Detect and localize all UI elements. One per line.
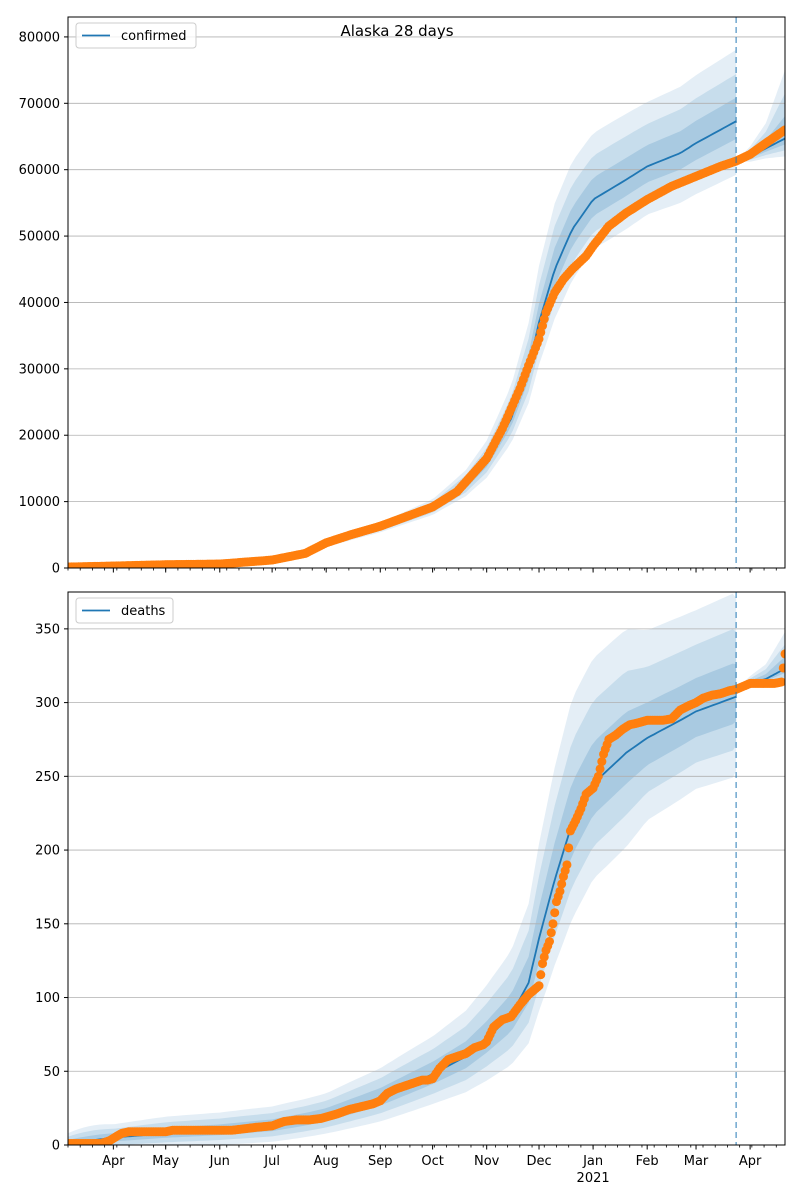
deaths-y-tick-label: 50 bbox=[43, 1065, 60, 1080]
confirmed-band-level-1 bbox=[68, 49, 737, 567]
confirmed-y-tick-label: 30000 bbox=[19, 362, 60, 377]
confirmed-y-tick-label: 60000 bbox=[19, 163, 60, 178]
deaths-observed-point bbox=[555, 886, 565, 896]
deaths-band-level-2 bbox=[68, 629, 737, 1145]
confirmed-y-tick-label: 50000 bbox=[19, 230, 60, 245]
confirmed-observed-points bbox=[68, 125, 785, 568]
deaths-observed-point bbox=[595, 764, 605, 774]
deaths-x-tick-label: Jan bbox=[582, 1154, 603, 1169]
deaths-observed-point bbox=[777, 677, 785, 687]
deaths-y-tick-label: 150 bbox=[35, 917, 60, 932]
deaths-x-tick-label: Apr bbox=[102, 1154, 125, 1169]
confirmed-axes-frame bbox=[67, 16, 786, 569]
deaths-observed-point bbox=[778, 663, 785, 673]
deaths-x-tick-label: Mar bbox=[684, 1154, 709, 1169]
confirmed-band-level-2 bbox=[68, 74, 737, 567]
confirmed-panel: 0 10000 20000 30000 40000 50000 60000 70000 8000… bbox=[19, 16, 786, 577]
deaths-x-tick-label: Sep bbox=[368, 1154, 393, 1169]
confirmed-y-tick-label: 0 bbox=[52, 562, 60, 577]
confirmed-y-tick-label: 10000 bbox=[19, 495, 60, 510]
confirmed-y-tick-label: 70000 bbox=[19, 97, 60, 112]
deaths-x-tick-label: May bbox=[152, 1154, 179, 1169]
deaths-y-tick-label: 0 bbox=[52, 1139, 60, 1154]
deaths-forecast-band-level-3 bbox=[736, 656, 785, 690]
deaths-observed-point bbox=[562, 860, 572, 870]
confirmed-band-level-3 bbox=[68, 97, 737, 567]
deaths-x-tick-label: Jul bbox=[263, 1154, 280, 1169]
chart-title: Alaska 28 days bbox=[340, 22, 453, 40]
deaths-y-tick-label: 250 bbox=[35, 770, 60, 785]
deaths-observed-point bbox=[550, 908, 560, 918]
deaths-y-tick-label: 100 bbox=[35, 991, 60, 1006]
deaths-panel: 0 50 100 150 200 250 300 350 Apr May Jun Jul Aug Sep… bbox=[35, 591, 786, 1186]
deaths-x-tick-label: Jun bbox=[209, 1154, 230, 1169]
confirmed-legend: confirmed bbox=[75, 22, 197, 49]
confirmed-y-axis: 0 10000 20000 30000 40000 50000 60000 70000 8000… bbox=[19, 30, 68, 577]
deaths-observed-point bbox=[536, 970, 546, 980]
deaths-y-tick-label: 350 bbox=[35, 622, 60, 637]
deaths-observed-point bbox=[780, 649, 785, 659]
deaths-forecast-band-level-2 bbox=[736, 644, 785, 690]
deaths-axes-frame bbox=[67, 591, 786, 1146]
deaths-x-tick-label: Dec bbox=[526, 1154, 551, 1169]
confirmed-y-tick-label: 20000 bbox=[19, 429, 60, 444]
deaths-observed-point bbox=[534, 981, 544, 991]
deaths-x-tick-label: Nov bbox=[474, 1154, 500, 1169]
confirmed-y-tick-label: 80000 bbox=[19, 30, 60, 45]
deaths-observed-point bbox=[544, 936, 554, 946]
deaths-observed-point bbox=[597, 757, 607, 767]
confirmed-y-tick-label: 40000 bbox=[19, 296, 60, 311]
deaths-observed-point bbox=[557, 879, 567, 889]
deaths-x-year-label: 2021 bbox=[577, 1171, 610, 1186]
deaths-y-axis: 0 50 100 150 200 250 300 350 bbox=[35, 622, 68, 1154]
deaths-y-tick-label: 200 bbox=[35, 844, 60, 859]
deaths-observed-point bbox=[564, 843, 574, 853]
deaths-observed-points bbox=[68, 649, 785, 1145]
deaths-x-tick-label: Feb bbox=[636, 1154, 659, 1169]
deaths-observed-point bbox=[548, 919, 558, 929]
deaths-legend-box bbox=[75, 597, 174, 624]
deaths-y-tick-label: 300 bbox=[35, 696, 60, 711]
deaths-x-axis: Apr May Jun Jul Aug Sep Oct Nov Dec Jan 2021 Feb Mar… bbox=[67, 1145, 777, 1186]
confirmed-legend-label: confirmed bbox=[121, 29, 187, 44]
confirmed-legend-box bbox=[75, 22, 197, 49]
confirmed-observed-point bbox=[780, 125, 785, 135]
deaths-band-level-3 bbox=[68, 663, 737, 1145]
confirmed-x-axis bbox=[67, 568, 777, 573]
deaths-x-tick-label: Oct bbox=[421, 1154, 443, 1169]
deaths-observed-point bbox=[593, 771, 603, 781]
deaths-legend: deaths bbox=[75, 597, 174, 624]
deaths-x-tick-label: Aug bbox=[313, 1154, 338, 1169]
deaths-band-level-1 bbox=[68, 593, 737, 1145]
deaths-legend-label: deaths bbox=[121, 604, 166, 619]
deaths-x-tick-label: Apr bbox=[739, 1154, 762, 1169]
deaths-observed-point bbox=[546, 928, 556, 938]
